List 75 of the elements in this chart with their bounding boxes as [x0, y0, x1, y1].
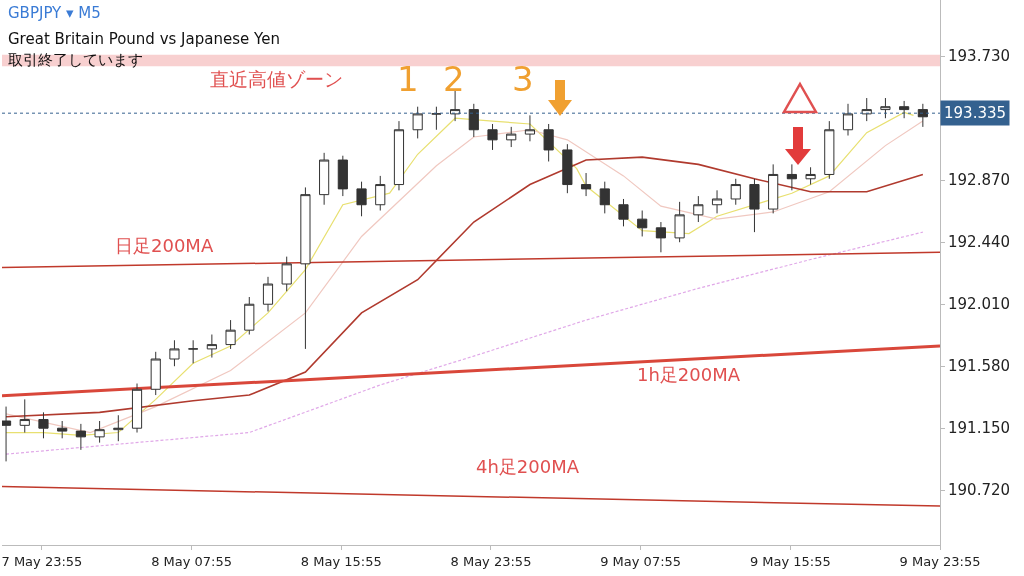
- x-tick-label: 8 May 15:55: [300, 553, 382, 569]
- candlestick: [150, 351, 161, 396]
- y-tick-label: 192.010: [948, 295, 1011, 314]
- annotation: 1h足200MA: [637, 364, 741, 385]
- candlestick: [94, 420, 105, 444]
- candlestick: [75, 423, 86, 451]
- candlestick: [674, 201, 685, 243]
- candlestick: [506, 126, 517, 148]
- y-tick-label: 190.720: [948, 481, 1011, 500]
- x-tick-label: 8 May 07:55: [151, 553, 233, 569]
- candlestick: [393, 120, 405, 191]
- candlestick: [711, 189, 723, 214]
- candlestick: [880, 97, 891, 119]
- candlestick: [861, 97, 872, 122]
- annotation: 日足200MA: [115, 235, 214, 256]
- candlestick: [431, 106, 442, 131]
- candlestick: [599, 181, 610, 214]
- candlestick: [805, 166, 816, 186]
- candlestick: [262, 276, 274, 312]
- candlestick: [281, 256, 292, 292]
- candlestick: [169, 339, 180, 367]
- band-label: 直近高値ゾーン: [210, 68, 343, 90]
- candlestick: [899, 100, 910, 119]
- candlestick: [917, 103, 928, 128]
- annotation: 取引終了しています: [8, 51, 143, 70]
- candlestick: [768, 163, 779, 214]
- candlestick: [450, 90, 461, 122]
- ref-line-label: 193.335: [944, 104, 1007, 122]
- candlestick: [524, 114, 536, 142]
- candlestick: [412, 106, 423, 139]
- candlestick: [57, 420, 68, 439]
- candlestick: [487, 123, 498, 151]
- candlestick: [225, 319, 236, 350]
- candlestick: [38, 411, 49, 439]
- candlestick: [842, 103, 854, 137]
- candlestick: [19, 398, 30, 434]
- x-tick-label: 9 May 07:55: [600, 553, 682, 569]
- candlestick: [300, 186, 311, 350]
- candlestick: [113, 414, 124, 442]
- candlestick: [749, 178, 760, 233]
- x-tick-label: 8 May 23:55: [450, 553, 532, 569]
- candlestick: [543, 123, 554, 162]
- candlestick: [375, 175, 386, 211]
- candlestick: [655, 221, 666, 253]
- y-tick-label: 192.440: [948, 233, 1011, 252]
- candlestick: [693, 195, 704, 223]
- annotation: 1: [397, 59, 419, 99]
- annotation: 4h足200MA: [476, 456, 580, 477]
- x-tick-label: 7 May 23:55: [1, 553, 83, 569]
- x-tick-label: 9 May 15:55: [749, 553, 831, 569]
- candlestick: [824, 120, 835, 180]
- candlestick: [637, 210, 648, 237]
- candlestick: [468, 103, 479, 138]
- candlestick: [131, 383, 143, 434]
- annotation: 2: [443, 59, 465, 99]
- annotation: 3: [512, 59, 534, 99]
- text: Great Britain Pound vs Japanese Yen: [8, 30, 280, 48]
- x-tick-label: 9 May 23:55: [899, 553, 981, 569]
- candlestick: [786, 163, 797, 191]
- candlestick: [2, 406, 12, 462]
- candlestick: [244, 296, 255, 335]
- y-tick-label: 191.150: [948, 419, 1011, 438]
- candlestick: [618, 198, 629, 227]
- candlestick: [206, 334, 217, 359]
- candlestick: [188, 339, 199, 364]
- y-tick-label: 193.730: [948, 47, 1011, 66]
- candlestick: [356, 181, 367, 217]
- candlestick: [337, 155, 348, 197]
- candlestick: [580, 172, 592, 197]
- candlestick: [319, 152, 330, 206]
- candlestick: [730, 178, 741, 206]
- chart-title: GBPJPY ▾ M5: [8, 4, 101, 22]
- candlestick: [562, 143, 573, 194]
- y-tick-label: 192.870: [948, 171, 1011, 190]
- y-tick-label: 191.580: [948, 357, 1011, 376]
